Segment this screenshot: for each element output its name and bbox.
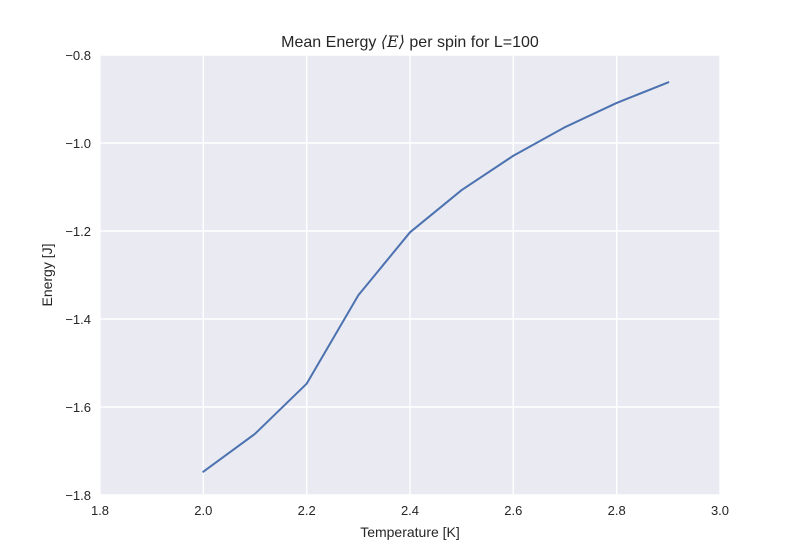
chart-title: Mean Energy ⟨E⟩ per spin for L=100: [281, 32, 539, 51]
y-tick-label: −1.0: [65, 136, 91, 151]
x-tick-label: 1.8: [91, 503, 109, 518]
y-tick-label: −1.8: [65, 488, 91, 503]
grid: [99, 54, 721, 496]
x-axis-label: Temperature [K]: [360, 524, 460, 540]
x-tick-label: 2.2: [298, 503, 316, 518]
chart-title-suffix: per spin for L=100: [405, 34, 539, 51]
series-layer: [202, 81, 670, 473]
y-tick-label: −1.6: [65, 400, 91, 415]
x-tick-label: 2.0: [194, 503, 212, 518]
chart-title-math: ⟨E⟩: [381, 32, 405, 51]
y-tick-label: −1.4: [65, 312, 91, 327]
x-tick-label: 2.4: [401, 503, 419, 518]
series-line: [202, 81, 670, 473]
y-axis-ticks: −1.8 −1.6 −1.4 −1.2 −1.0 −0.8: [65, 48, 91, 503]
x-tick-label: 3.0: [711, 503, 729, 518]
x-axis-ticks: 1.8 2.0 2.2 2.4 2.6 2.8 3.0: [91, 503, 729, 518]
y-tick-label: −1.2: [65, 224, 91, 239]
x-tick-label: 2.8: [608, 503, 626, 518]
chart-title-prefix: Mean Energy: [281, 34, 381, 51]
x-tick-label: 2.6: [504, 503, 522, 518]
y-tick-label: −0.8: [65, 48, 91, 63]
y-axis-label: Energy [J]: [39, 243, 55, 306]
